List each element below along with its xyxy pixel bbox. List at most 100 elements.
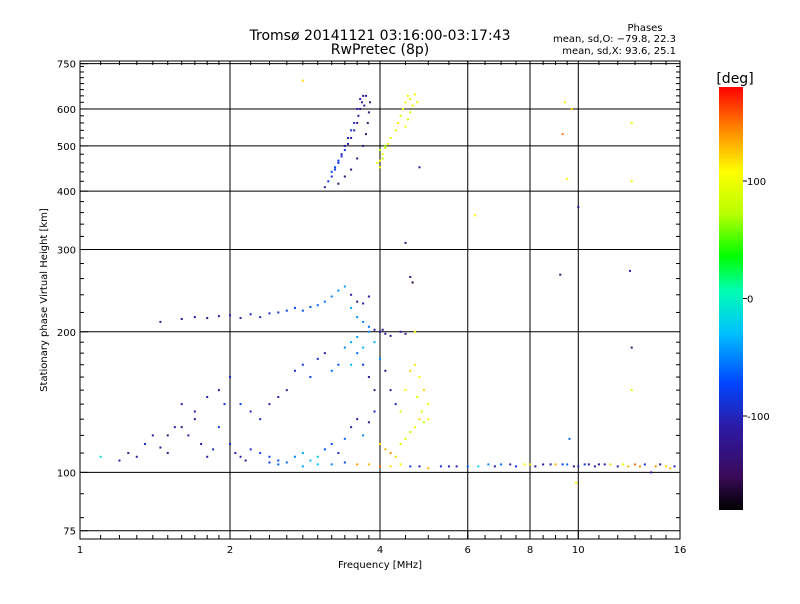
data-point [293,455,296,458]
data-point [577,465,580,468]
phases-o-stats: mean, sd,O: −79.8, 22.3 [553,34,676,45]
chart-title: Tromsø 20141121 03:16:00-03:17:43 [249,28,511,44]
data-point [356,107,359,110]
data-point [366,121,369,124]
x-axis-label: Frequency [MHz] [338,560,422,571]
data-point [356,418,359,421]
data-point [630,346,633,349]
data-point [384,448,387,451]
data-point [343,175,346,178]
data-point [622,463,625,466]
data-point [389,334,392,337]
data-point [583,463,586,466]
data-point [249,448,252,451]
data-point [409,431,412,434]
data-point [309,459,312,462]
data-point [356,463,359,466]
data-point [379,166,381,169]
data-point [316,455,319,458]
data-point [404,101,407,104]
data-point [630,121,633,124]
data-point [384,144,387,147]
data-point [381,157,384,160]
data-point [404,389,407,392]
data-point [427,467,430,470]
data-point [575,481,578,484]
data-point [337,161,340,164]
data-point [323,186,326,189]
data-point [561,133,564,136]
data-point [166,434,169,437]
x-tick-label: 10 [572,545,585,556]
data-point [650,471,653,474]
data-point [330,369,333,372]
data-point [249,410,252,413]
data-point [379,357,381,360]
data-point [223,403,226,406]
data-point [127,452,130,455]
data-point [206,317,209,320]
data-point [406,118,409,121]
x-tick-label: 1 [77,545,83,556]
data-point [340,155,343,158]
data-point [568,437,571,440]
data-point [187,434,190,437]
data-point [301,309,304,312]
data-point [389,389,392,392]
data-point [373,341,376,344]
data-point [389,452,392,455]
data-point [549,463,552,466]
data-point [330,443,333,446]
data-point [362,302,365,305]
x-tick-label: 2 [227,545,233,556]
data-point [193,316,196,319]
data-point [285,309,288,312]
data-point [422,389,425,392]
data-point [409,465,412,468]
data-point [493,465,496,468]
data-point [159,446,162,449]
colorbar-ticks: 100 0 -100 [743,177,770,423]
data-point [350,168,353,171]
data-point [373,389,376,392]
data-point [285,389,288,392]
data-point [373,410,376,413]
data-point [413,330,416,333]
data-point [367,295,370,298]
data-point [418,376,421,379]
data-point [268,403,271,406]
data-point [353,129,356,132]
data-point [346,136,349,139]
data-point [350,306,353,309]
data-point [356,300,359,303]
data-point [309,376,312,379]
data-point [455,465,458,468]
data-point [151,434,154,437]
data-points-layer [99,79,676,484]
data-point [180,403,183,406]
data-point [309,305,312,308]
data-point [259,452,262,455]
data-point [418,166,421,169]
data-point [413,426,416,429]
data-point [630,389,633,392]
data-point [409,111,412,114]
data-point [217,426,220,429]
data-point [316,463,319,466]
data-point [404,241,407,244]
data-point [379,465,381,468]
data-point [359,98,362,101]
data-point [350,136,353,139]
data-point [301,452,304,455]
data-point [381,153,384,156]
x-tick-label: 16 [674,545,687,556]
data-point [418,418,421,421]
x-tick-label: 4 [377,545,383,556]
colorbar [719,87,743,510]
data-point [420,410,423,413]
data-point [669,467,672,470]
data-point [350,129,353,132]
data-point [206,455,209,458]
phases-heading: Phases [627,23,662,34]
data-point [180,318,183,321]
